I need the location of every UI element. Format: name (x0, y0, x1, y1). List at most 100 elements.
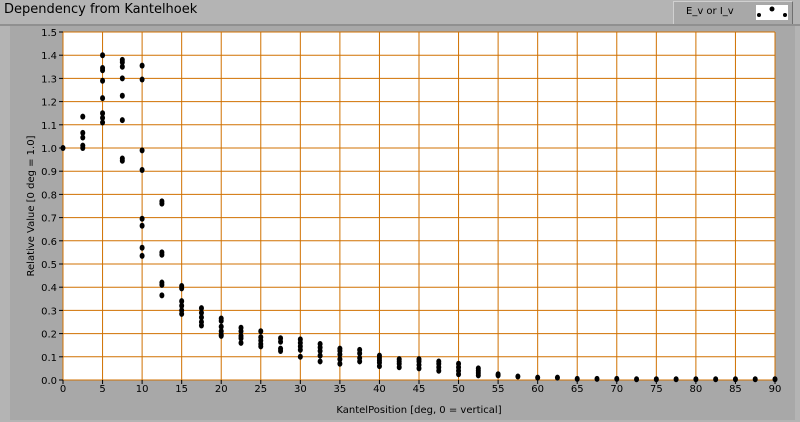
data-point (119, 157, 125, 164)
data-point (80, 134, 86, 141)
data-point (80, 113, 86, 120)
legend-marker-icon[interactable] (756, 5, 788, 20)
data-point (238, 339, 244, 346)
y-tick-label: 0.2 (41, 330, 57, 341)
data-point (278, 338, 284, 345)
data-point (772, 376, 778, 383)
data-point (159, 292, 165, 299)
data-point (713, 376, 719, 383)
data-point (119, 59, 125, 66)
data-point (139, 167, 145, 174)
data-point (337, 351, 343, 358)
data-point (218, 323, 224, 330)
data-point (456, 371, 462, 378)
y-tick-label: 1.5 (41, 28, 57, 39)
data-point (337, 356, 343, 363)
data-point (80, 129, 86, 136)
x-tick-label: 25 (254, 384, 267, 395)
data-point (80, 145, 86, 151)
data-point (119, 63, 125, 70)
data-point (100, 67, 106, 74)
y-tick-label: 0.5 (41, 260, 57, 271)
x-tick-label: 85 (729, 384, 742, 395)
x-tick-label: 10 (136, 384, 149, 395)
x-tick-label: 50 (452, 384, 465, 395)
data-point (198, 314, 204, 321)
y-tick-label: 0.6 (41, 237, 57, 248)
chart-title: Dependency from Kantelhoek (4, 2, 198, 17)
data-point (357, 350, 363, 357)
y-tick-label: 0.3 (41, 306, 57, 317)
y-tick-label: 0.0 (41, 376, 57, 387)
y-tick-label: 0.1 (41, 353, 57, 364)
data-point (693, 376, 699, 383)
data-point (179, 302, 185, 309)
data-point (732, 376, 738, 383)
y-tick-label: 0.4 (41, 283, 57, 294)
data-point (376, 363, 382, 370)
x-tick-label: 0 (60, 384, 66, 395)
x-tick-label: 15 (175, 384, 188, 395)
x-tick-label: 55 (492, 384, 505, 395)
data-point (100, 119, 106, 126)
y-tick-label: 0.7 (41, 214, 57, 225)
data-point (614, 375, 620, 382)
data-point (317, 358, 323, 365)
y-tick-label: 1.3 (41, 74, 57, 85)
y-tick-label: 1.2 (41, 98, 57, 109)
data-point (218, 317, 224, 324)
data-point (139, 76, 145, 83)
data-point (297, 346, 303, 353)
data-point (119, 117, 125, 124)
data-point (139, 244, 145, 251)
data-point (357, 358, 363, 365)
data-point (139, 62, 145, 69)
data-point (238, 335, 244, 342)
data-point (317, 348, 323, 354)
data-point (238, 328, 244, 335)
y-tick-label: 0.9 (41, 167, 57, 178)
data-point (258, 328, 264, 335)
legend-label: E_v or I_v (686, 6, 734, 17)
data-point (297, 353, 303, 360)
x-tick-label: 90 (769, 384, 782, 395)
data-point (139, 252, 145, 259)
data-point (100, 95, 106, 102)
divider (0, 24, 800, 26)
data-point (159, 251, 165, 258)
data-point (198, 305, 204, 312)
y-tick-label: 0.8 (41, 190, 57, 201)
x-tick-label: 45 (413, 384, 426, 395)
data-point (60, 145, 66, 151)
x-axis-label: KantelPosition [deg, 0 = vertical] (336, 405, 501, 416)
data-point (495, 372, 501, 379)
data-point (574, 375, 580, 382)
data-point (416, 365, 422, 372)
data-point (139, 215, 145, 222)
data-point (159, 281, 165, 288)
data-point (198, 322, 204, 329)
data-point (179, 310, 185, 317)
data-point (100, 114, 106, 121)
data-point (179, 298, 185, 305)
y-axis-label: Relative Value [0 deg = 1.0] (26, 135, 37, 276)
y-tick-label: 1.0 (41, 144, 57, 155)
data-point (752, 376, 758, 383)
data-point (554, 374, 560, 381)
data-point (258, 343, 264, 350)
x-tick-label: 40 (373, 384, 386, 395)
data-point (673, 376, 679, 383)
data-point (653, 376, 659, 383)
x-tick-label: 30 (294, 384, 307, 395)
x-tick-label: 75 (650, 384, 663, 395)
data-point (278, 348, 284, 354)
data-point (100, 110, 106, 117)
data-point (100, 77, 106, 84)
data-point (337, 360, 343, 367)
data-point (218, 332, 224, 339)
data-point (119, 92, 125, 99)
data-point (317, 352, 323, 359)
data-point (475, 372, 481, 379)
data-point (396, 364, 402, 371)
